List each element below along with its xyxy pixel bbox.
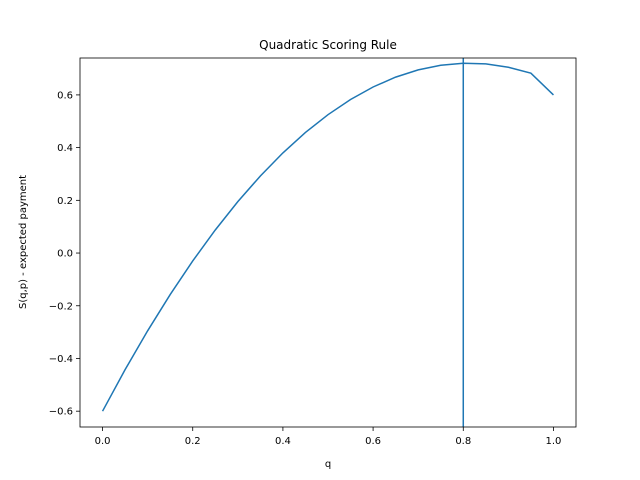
x-tick-label: 0.2: [185, 436, 201, 447]
plot-frame: [79, 57, 577, 428]
series-line-0: [101, 62, 554, 412]
y-tick-label: −0.2: [49, 301, 73, 312]
x-tick-label: 0.4: [275, 436, 291, 447]
x-axis: 0.0 0.2 0.4 0.6 0.8 1.0: [95, 427, 562, 447]
x-axis-label: q: [325, 459, 331, 470]
y-tick-label: 0.2: [57, 196, 73, 207]
y-tick-label: 0.4: [57, 143, 73, 154]
plot-area: [101, 58, 554, 427]
y-axis: −0.6 −0.4 −0.2 0.0 0.2 0.4 0.6: [49, 90, 80, 418]
y-tick-label: −0.4: [49, 354, 73, 365]
y-tick-label: 0.6: [57, 90, 73, 101]
y-tick-label: −0.6: [49, 407, 73, 418]
y-axis-label: S(q,p) - expected payment: [18, 175, 29, 309]
x-tick-label: 0.0: [95, 436, 111, 447]
x-tick-label: 0.6: [365, 436, 381, 447]
chart-title: Quadratic Scoring Rule: [259, 38, 397, 52]
y-tick-label: 0.0: [57, 249, 73, 260]
x-tick-label: 1.0: [546, 436, 562, 447]
x-tick-label: 0.8: [455, 436, 471, 447]
